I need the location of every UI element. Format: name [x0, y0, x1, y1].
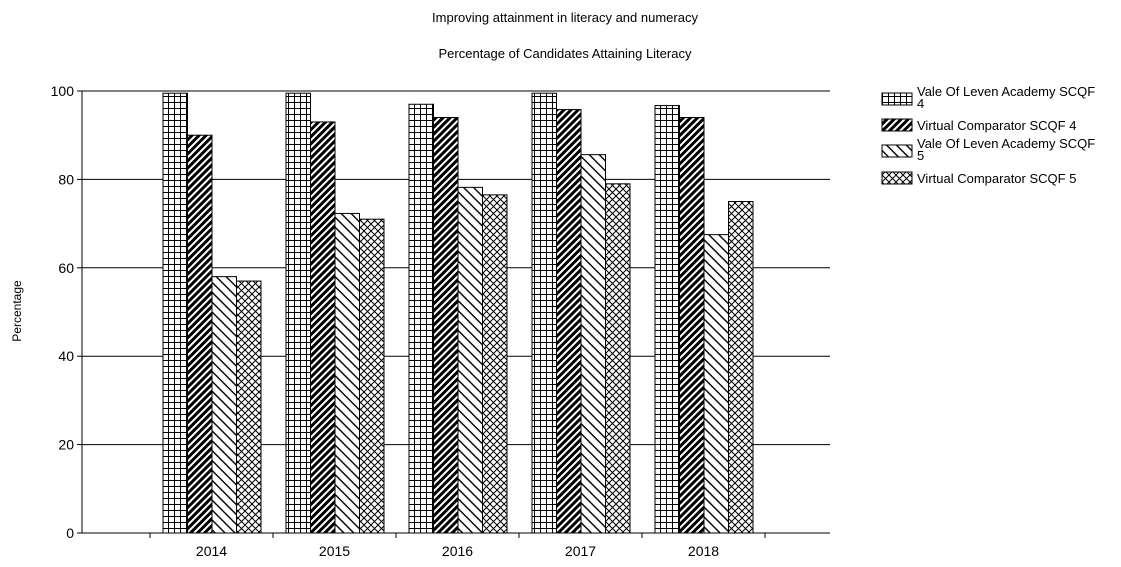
- y-tick-label: 0: [66, 525, 74, 541]
- chart-title: Improving attainment in literacy and num…: [432, 10, 698, 25]
- bar: [359, 218, 385, 534]
- bar: [482, 194, 508, 534]
- chart-subtitle: Percentage of Candidates Attaining Liter…: [439, 46, 692, 61]
- legend-label: Virtual Comparator SCQF 4: [917, 118, 1076, 133]
- y-tick-label: 40: [58, 348, 74, 364]
- bar: [236, 280, 262, 534]
- bar: [285, 92, 311, 534]
- legend-label-line2: 4: [917, 96, 924, 111]
- y-axis-label: Percentage: [10, 280, 24, 342]
- bar: [457, 186, 483, 534]
- legend-swatch: [881, 171, 913, 185]
- bar: [728, 201, 754, 534]
- bar: [408, 103, 434, 534]
- x-tick-label: 2015: [319, 543, 350, 559]
- bar: [187, 134, 213, 534]
- bar: [703, 234, 729, 534]
- bar: [556, 109, 582, 534]
- y-tick-label: 100: [51, 83, 75, 99]
- bar: [433, 117, 459, 534]
- bar: [162, 92, 188, 534]
- legend-label: Vale Of Leven Academy SCQF: [917, 84, 1095, 99]
- legend-swatch: [881, 92, 913, 106]
- y-tick-label: 80: [58, 171, 74, 187]
- bar: [531, 92, 557, 534]
- bars: [162, 92, 754, 534]
- bar: [654, 105, 680, 534]
- x-tick-label: 2018: [688, 543, 719, 559]
- legend-label: Vale Of Leven Academy SCQF: [917, 136, 1095, 151]
- y-tick-label: 60: [58, 260, 74, 276]
- bar: [211, 276, 237, 534]
- x-tick-label: 2016: [442, 543, 473, 559]
- legend-label: Virtual Comparator SCQF 5: [917, 171, 1076, 186]
- legend-swatch: [881, 144, 913, 158]
- bar: [580, 154, 606, 534]
- x-tick-label: 2017: [565, 543, 596, 559]
- y-tick-label: 20: [58, 437, 74, 453]
- legend-label-line2: 5: [917, 148, 924, 163]
- bar: [605, 183, 631, 534]
- axes: 0 20 40 60 80 100 2014 2015 2016 2017 2018: [51, 83, 830, 559]
- bar: [334, 212, 360, 534]
- bar: [310, 121, 336, 534]
- legend-swatch: [881, 118, 913, 132]
- bar: [679, 117, 705, 534]
- x-tick-label: 2014: [196, 543, 227, 559]
